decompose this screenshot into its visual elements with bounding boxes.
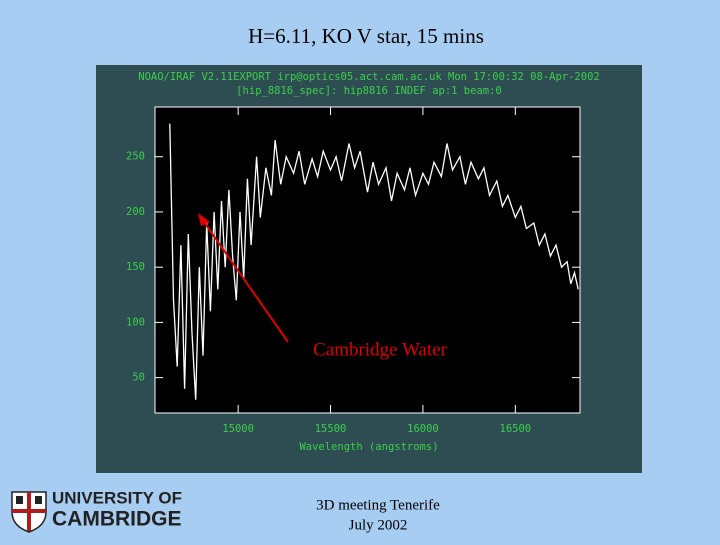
y-tick-label: 150 [126, 261, 145, 273]
y-tick-label: 200 [126, 206, 145, 218]
plot-header: [hip_8816_spec]: hip8816 INDEF ap:1 beam… [236, 85, 502, 97]
logo-cross [12, 492, 46, 531]
x-axis-label: Wavelength (angstroms) [299, 441, 438, 453]
logo-lion [35, 496, 42, 504]
arrow [203, 221, 289, 343]
x-tick-label: 16000 [407, 423, 439, 435]
plot: 50 100 150 200 250 15000 15500 16000 16500 [126, 107, 580, 435]
x-tick-label: 15500 [315, 423, 347, 435]
spectrum-line [169, 123, 579, 400]
slide-title: H=6.11, KO V star, 15 mins [248, 24, 484, 48]
y-tick-label: 100 [126, 316, 145, 328]
y-tick-label: 50 [132, 372, 145, 384]
logo: UNIVERSITY OF CAMBRIDGE [11, 488, 182, 533]
arrow-head [198, 213, 210, 226]
logo-text: CAMBRIDGE [52, 508, 182, 531]
plot-header: NOAO/IRAF V2.11EXPORT irp@optics05.act.c… [138, 71, 599, 83]
logo-text: UNIVERSITY OF [52, 488, 182, 507]
x-tick-label: 15000 [222, 423, 254, 435]
logo-lion [16, 496, 23, 504]
annotation: Cambridge Water [313, 339, 447, 360]
y-tick-label: 250 [126, 151, 145, 163]
footer: July 2002 [349, 517, 408, 533]
x-tick-label: 16500 [500, 423, 532, 435]
footer: 3D meeting Tenerife [316, 497, 440, 513]
